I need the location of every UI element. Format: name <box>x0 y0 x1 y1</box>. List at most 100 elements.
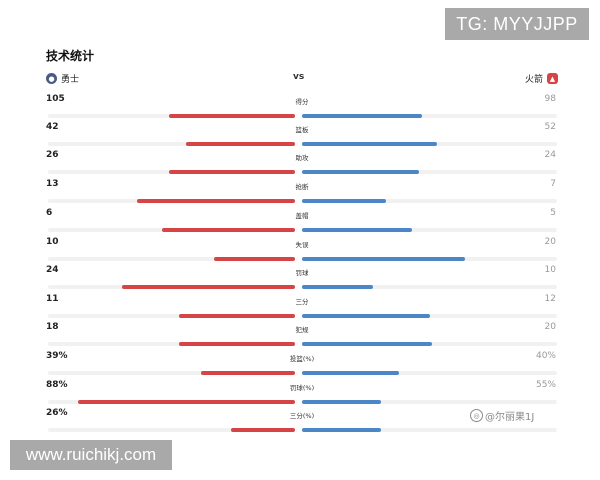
stat-right-value: 98 <box>544 94 556 104</box>
team-left: ● 勇士 <box>46 72 79 85</box>
stat-right-value: 20 <box>544 237 556 247</box>
stat-bar-left <box>122 285 295 289</box>
stat-label: 罚球(%) <box>289 384 315 392</box>
stat-label: 篮板 <box>295 126 309 134</box>
stat-track-right <box>302 228 557 232</box>
stat-left-value: 88% <box>46 380 68 390</box>
stat-bar-right <box>302 342 433 346</box>
stat-track-right <box>302 428 557 432</box>
team-right-name: 火箭 <box>524 75 543 85</box>
stat-label: 得分 <box>295 98 309 106</box>
stat-row: 105 得分 98 <box>46 94 558 123</box>
stat-left-value: 11 <box>46 294 59 304</box>
stat-bar-left <box>169 114 295 118</box>
stat-row: 6 盖帽 5 <box>46 208 558 237</box>
stat-bar-right <box>302 400 382 404</box>
stat-left-value: 13 <box>46 179 59 189</box>
stat-right-value: 55% <box>535 380 556 390</box>
stat-row: 39% 投篮(%) 40% <box>46 351 558 380</box>
stat-track-right <box>302 199 557 203</box>
stat-track-left <box>48 371 295 375</box>
stat-row: 26 助攻 24 <box>46 150 558 179</box>
stat-left-value: 105 <box>46 94 65 104</box>
stat-left-value: 6 <box>46 208 53 218</box>
url-watermark: www.ruichikj.com <box>10 440 172 470</box>
stat-track-right <box>302 400 557 404</box>
stat-bar-right <box>302 170 420 174</box>
stat-right-value: 7 <box>550 179 556 189</box>
stat-label: 三分 <box>295 298 309 306</box>
stat-left-value: 26 <box>46 150 59 160</box>
stat-label: 三分(%) <box>289 412 315 420</box>
stat-row: 42 篮板 52 <box>46 122 558 151</box>
stat-track-left <box>48 428 295 432</box>
author-watermark: ◎ @尔丽果1J <box>470 408 534 423</box>
stat-left-value: 24 <box>46 265 59 275</box>
stat-bar-left <box>136 199 295 203</box>
stat-label: 抢断 <box>295 183 309 191</box>
stat-label: 投篮(%) <box>289 355 315 363</box>
stat-bar-right <box>302 142 438 146</box>
stat-right-value: 12 <box>544 294 556 304</box>
stat-track-right <box>302 285 557 289</box>
stat-track-left <box>48 142 295 146</box>
stat-label: 盖帽 <box>295 212 309 220</box>
stat-left-value: 39% <box>46 351 68 361</box>
warriors-logo-icon: ● <box>46 73 57 84</box>
team-left-name: 勇士 <box>61 75 80 85</box>
stat-left-value: 10 <box>46 237 59 247</box>
stat-right-value: 20 <box>544 322 556 332</box>
stat-right-value: 52 <box>544 122 556 132</box>
stat-bar-left <box>201 371 295 375</box>
stat-left-value: 42 <box>46 122 59 132</box>
vs-label: vs <box>293 72 305 82</box>
tg-watermark: TG: MYYJJPP <box>445 8 589 40</box>
stat-bar-left <box>178 342 295 346</box>
stat-bar-right <box>302 257 466 261</box>
stat-bar-left <box>186 142 295 146</box>
stat-bar-left <box>213 257 295 261</box>
author-text: @尔丽果1J <box>485 412 535 423</box>
stat-label: 失误 <box>295 241 309 249</box>
stat-bar-left <box>161 228 295 232</box>
stat-bar-left <box>178 314 295 318</box>
stat-right-value: 10 <box>544 265 556 275</box>
stat-row: 10 失误 20 <box>46 237 558 266</box>
author-icon: ◎ <box>470 409 483 422</box>
stat-label: 罚球 <box>295 269 309 277</box>
stat-track-right <box>302 314 557 318</box>
page-title: 技术统计 <box>46 49 95 63</box>
stat-row: 88% 罚球(%) 55% <box>46 380 558 409</box>
stat-track-right <box>302 371 557 375</box>
stat-label: 助攻 <box>295 154 309 162</box>
stat-label: 犯规 <box>295 326 309 334</box>
stat-bar-right <box>302 228 412 232</box>
stat-bar-left <box>230 428 295 432</box>
stat-track-left <box>48 257 295 261</box>
stat-row: 13 抢断 7 <box>46 179 558 208</box>
stat-track-right <box>302 170 557 174</box>
stat-track-left <box>48 342 295 346</box>
stat-bar-left <box>169 170 295 174</box>
stat-bar-right <box>302 285 374 289</box>
stat-bar-right <box>302 428 382 432</box>
team-right: 火箭 ▲ <box>525 72 558 85</box>
stat-bar-right <box>302 114 422 118</box>
stat-row: 18 犯规 20 <box>46 322 558 351</box>
stat-right-value: 40% <box>535 351 556 361</box>
stat-left-value: 18 <box>46 322 59 332</box>
stat-track-left <box>48 314 295 318</box>
stat-bar-left <box>77 400 295 404</box>
stat-track-right <box>302 114 557 118</box>
stat-right-value: 24 <box>544 150 556 160</box>
stat-bar-right <box>302 199 387 203</box>
teams-header: ● 勇士 vs 火箭 ▲ <box>46 72 558 86</box>
stat-row: 26% 三分(%) <box>46 408 558 437</box>
stat-bar-right <box>302 371 399 375</box>
stat-row: 24 罚球 10 <box>46 265 558 294</box>
stat-bar-right <box>302 314 430 318</box>
stat-left-value: 26% <box>46 408 68 418</box>
stat-right-value: 5 <box>550 208 556 218</box>
stat-row: 11 三分 12 <box>46 294 558 323</box>
rockets-logo-icon: ▲ <box>547 73 558 84</box>
